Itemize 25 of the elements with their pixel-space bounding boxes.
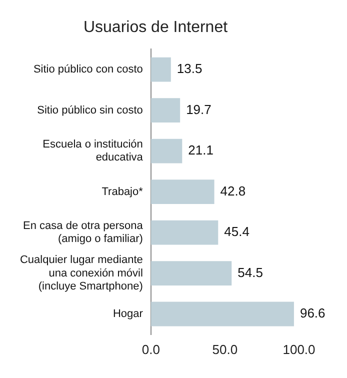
y-tick-label: Escuela o institución educativa (42, 138, 144, 164)
bar (150, 180, 214, 204)
data-label: 45.4 (224, 224, 250, 240)
y-tick-label: Sitio público con costo (33, 64, 143, 76)
x-tick-label: 0.0 (142, 342, 160, 357)
data-label: 96.6 (300, 306, 326, 321)
bar (150, 302, 294, 326)
bar (150, 220, 218, 245)
data-label: 42.8 (220, 183, 246, 198)
bar (150, 261, 232, 286)
bar (150, 98, 180, 123)
data-label: 54.5 (238, 264, 263, 280)
data-label: 19.7 (186, 102, 212, 117)
x-tick-label: 50.0 (212, 342, 238, 357)
bar (150, 57, 171, 82)
y-tick-label: Sitio público sin costo (37, 104, 143, 116)
data-label: 13.5 (176, 61, 202, 76)
y-tick-label: Cualquier lugar mediante una conexión móvil (incluye Smartphone) (20, 254, 143, 293)
data-label: 21.1 (188, 142, 214, 158)
bar (150, 138, 182, 164)
x-tick-label: 100.0 (282, 342, 316, 357)
y-tick-label: Trabajo* (102, 186, 144, 198)
y-tick-label: Hogar (112, 308, 144, 320)
y-tick-label: En casa de otra persona (amigo o familiar) (23, 220, 144, 246)
chart-title: Usuarios de Internet (83, 19, 228, 36)
